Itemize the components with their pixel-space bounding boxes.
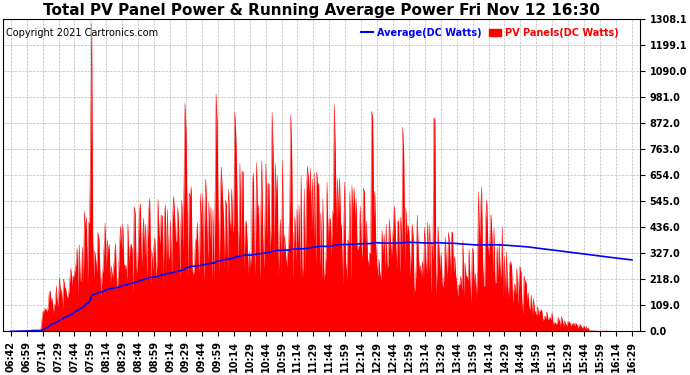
- Text: Copyright 2021 Cartronics.com: Copyright 2021 Cartronics.com: [6, 28, 158, 38]
- Legend: Average(DC Watts), PV Panels(DC Watts): Average(DC Watts), PV Panels(DC Watts): [357, 24, 622, 42]
- Title: Total PV Panel Power & Running Average Power Fri Nov 12 16:30: Total PV Panel Power & Running Average P…: [43, 3, 600, 18]
